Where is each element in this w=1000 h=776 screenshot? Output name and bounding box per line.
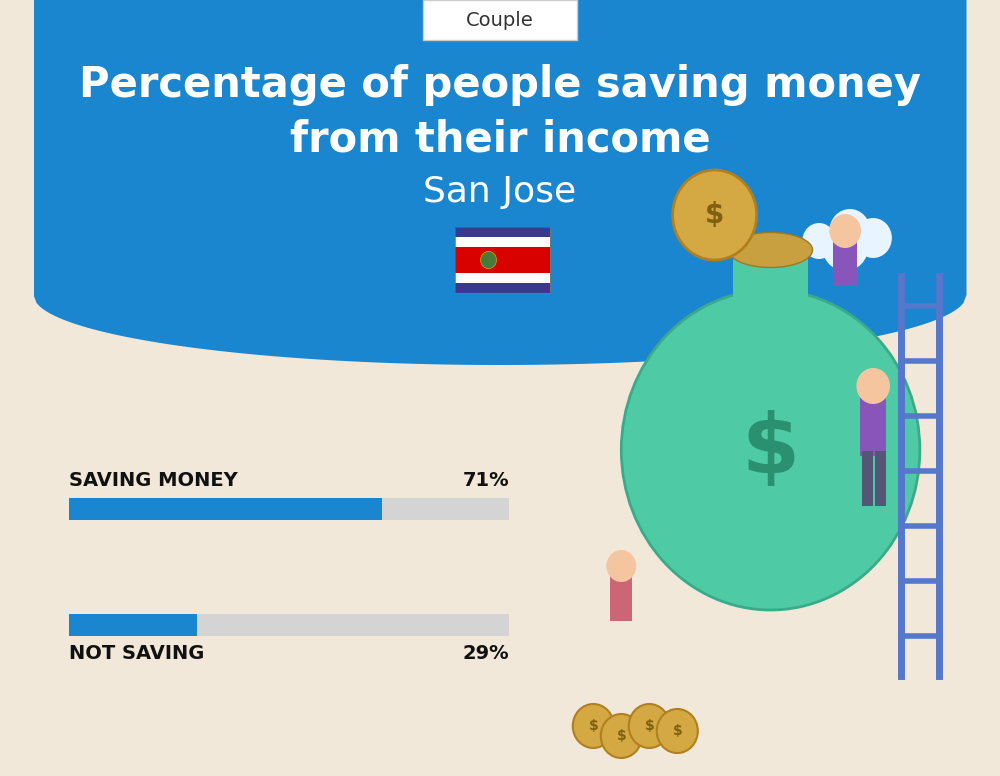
Bar: [455, 273, 550, 283]
Bar: [455, 227, 550, 237]
Circle shape: [657, 709, 698, 753]
Bar: [860, 391, 886, 456]
Circle shape: [829, 214, 861, 248]
Text: $: $: [672, 724, 682, 738]
Circle shape: [673, 170, 757, 260]
Circle shape: [822, 221, 869, 271]
Bar: [455, 227, 550, 293]
Circle shape: [621, 290, 920, 610]
Bar: [455, 283, 550, 293]
Circle shape: [856, 368, 890, 404]
Circle shape: [802, 223, 836, 259]
Text: SAVING MONEY: SAVING MONEY: [69, 471, 238, 490]
Circle shape: [601, 714, 642, 758]
Bar: [69, 614, 197, 636]
Text: Percentage of people saving money: Percentage of people saving money: [79, 64, 921, 106]
Bar: [455, 237, 550, 247]
Circle shape: [629, 704, 670, 748]
Bar: [69, 498, 509, 520]
Bar: [862, 451, 873, 506]
Circle shape: [606, 550, 636, 582]
Text: NOT SAVING: NOT SAVING: [69, 644, 204, 663]
Text: $: $: [742, 410, 800, 490]
Bar: [733, 255, 808, 305]
Circle shape: [829, 209, 870, 253]
Text: 71%: 71%: [463, 471, 509, 490]
Text: $: $: [644, 719, 654, 733]
Bar: [455, 227, 550, 293]
Bar: [833, 236, 857, 286]
Text: 29%: 29%: [463, 644, 509, 663]
Circle shape: [481, 251, 497, 268]
Bar: [455, 247, 550, 273]
Bar: [69, 498, 382, 520]
Text: $: $: [616, 729, 626, 743]
Circle shape: [573, 704, 614, 748]
Bar: [610, 571, 632, 621]
Text: San Jose: San Jose: [423, 175, 577, 209]
Bar: [69, 614, 509, 636]
Text: $: $: [588, 719, 598, 733]
Circle shape: [855, 218, 892, 258]
Bar: [875, 451, 886, 506]
Ellipse shape: [729, 233, 813, 268]
Text: from their income: from their income: [290, 119, 710, 161]
Text: Couple: Couple: [466, 11, 534, 29]
Text: $: $: [705, 201, 724, 229]
FancyBboxPatch shape: [423, 0, 577, 40]
Polygon shape: [34, 0, 966, 365]
